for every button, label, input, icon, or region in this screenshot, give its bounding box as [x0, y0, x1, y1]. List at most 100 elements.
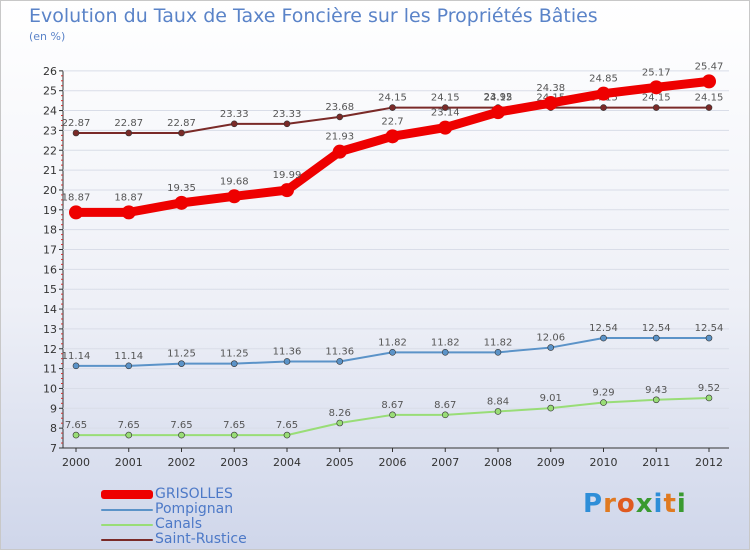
logo-letter: r: [603, 489, 617, 519]
data-point-pompignan: [389, 349, 396, 356]
y-tick-label: 17: [43, 244, 57, 257]
data-label-saint-rustice: 24.15: [642, 93, 671, 104]
logo-letter: t: [663, 489, 677, 519]
data-label-saint-rustice: 24.15: [484, 93, 513, 104]
data-point-canals: [283, 431, 291, 439]
data-point-grisolles: [491, 105, 505, 120]
y-tick-label: 12: [43, 343, 57, 356]
data-point-pompignan: [178, 360, 185, 367]
y-tick-label: 13: [43, 323, 57, 336]
data-label-saint-rustice: 24.15: [378, 93, 407, 104]
data-point-canals: [336, 419, 344, 427]
data-label-canals: 8.67: [381, 400, 403, 411]
logo-letter: o: [616, 489, 636, 519]
data-label-pompignan: 12.06: [536, 333, 565, 344]
data-point-grisolles: [543, 96, 558, 111]
legend-swatch-saint-rustice: [101, 538, 153, 541]
data-point-grisolles: [227, 189, 242, 204]
data-point-grisolles: [596, 86, 611, 101]
data-label-pompignan: 11.25: [167, 349, 196, 360]
x-tick-label: 2001: [115, 456, 143, 469]
data-point-grisolles: [649, 80, 664, 95]
data-point-canals: [652, 396, 660, 404]
y-tick-label: 19: [43, 204, 57, 217]
data-label-grisolles: 18.87: [114, 192, 143, 203]
data-point-pompignan: [441, 349, 449, 356]
data-label-canals: 7.65: [170, 420, 192, 431]
data-label-pompignan: 11.36: [325, 346, 354, 357]
logo-letter: i: [653, 489, 664, 519]
data-label-saint-rustice: 24.15: [695, 93, 724, 104]
data-label-saint-rustice: 22.87: [62, 118, 91, 129]
data-label-saint-rustice: 23.33: [220, 109, 249, 120]
data-label-pompignan: 11.36: [273, 346, 302, 357]
legend-item-grisolles: GRISOLLES: [101, 487, 247, 502]
data-label-canals: 7.65: [65, 420, 87, 431]
data-point-saint-rustice: [72, 129, 80, 137]
y-tick-label: 16: [43, 263, 57, 276]
data-label-pompignan: 11.25: [220, 349, 249, 360]
y-tick-label: 21: [43, 164, 57, 177]
data-point-canals: [441, 411, 449, 419]
y-tick-label: 14: [43, 303, 57, 316]
data-point-grisolles: [280, 183, 294, 198]
logo-letter: x: [635, 489, 654, 519]
legend-label: GRISOLLES: [155, 486, 233, 502]
data-label-canals: 9.29: [592, 388, 614, 399]
y-tick-label: 11: [43, 363, 57, 376]
x-tick-label: 2000: [62, 456, 90, 469]
data-label-grisolles: 24.38: [536, 83, 565, 94]
data-label-saint-rustice: 22.87: [167, 118, 196, 129]
data-label-pompignan: 12.54: [642, 323, 671, 334]
data-label-pompignan: 12.54: [695, 323, 724, 334]
y-tick-label: 23: [43, 124, 57, 137]
data-label-saint-rustice: 22.87: [114, 118, 143, 129]
data-label-grisolles: 24.85: [589, 74, 618, 85]
y-tick-label: 20: [43, 184, 57, 197]
y-tick-label: 25: [43, 85, 57, 98]
data-point-canals: [178, 431, 185, 439]
data-label-canals: 7.65: [118, 420, 140, 431]
x-tick-label: 2009: [537, 456, 565, 469]
y-tick-label: 15: [43, 283, 57, 296]
data-point-saint-rustice: [178, 129, 185, 137]
data-point-pompignan: [336, 358, 344, 365]
data-point-saint-rustice: [600, 104, 607, 111]
legend-item-canals: Canals: [101, 517, 247, 532]
logo-letter: P: [583, 489, 604, 519]
data-label-grisolles: 23.14: [431, 108, 460, 119]
data-point-pompignan: [547, 344, 555, 351]
data-point-grisolles: [438, 120, 453, 135]
x-tick-label: 2005: [326, 456, 354, 469]
x-tick-label: 2011: [642, 456, 670, 469]
data-point-saint-rustice: [336, 113, 344, 121]
data-point-saint-rustice: [441, 104, 449, 111]
data-label-canals: 9.52: [698, 383, 720, 394]
legend: GRISOLLES Pompignan Canals Saint-Rustice: [101, 487, 247, 547]
data-label-canals: 8.84: [487, 396, 509, 407]
data-point-canals: [230, 431, 238, 439]
data-label-grisolles: 25.17: [642, 67, 671, 78]
data-label-pompignan: 11.82: [484, 337, 513, 348]
y-tick-label: 22: [43, 144, 57, 157]
chart-title: Evolution du Taux de Taxe Foncière sur l…: [29, 5, 598, 27]
data-label-grisolles: 22.7: [381, 116, 403, 127]
data-point-canals: [494, 408, 502, 415]
x-tick-label: 2008: [484, 456, 512, 469]
y-tick-label: 18: [43, 224, 57, 237]
data-point-grisolles: [69, 205, 83, 220]
y-tick-label: 7: [50, 442, 57, 455]
data-point-grisolles: [702, 74, 716, 89]
x-tick-label: 2010: [590, 456, 618, 469]
data-label-canals: 8.67: [434, 400, 456, 411]
data-label-grisolles: 23.92: [484, 92, 513, 103]
data-point-grisolles: [174, 195, 189, 210]
data-point-grisolles: [332, 144, 347, 159]
x-tick-label: 2012: [695, 456, 723, 469]
data-label-grisolles: 19.99: [273, 170, 302, 181]
data-point-saint-rustice: [652, 104, 660, 111]
data-label-grisolles: 21.93: [325, 132, 354, 143]
data-label-grisolles: 25.47: [695, 61, 724, 72]
